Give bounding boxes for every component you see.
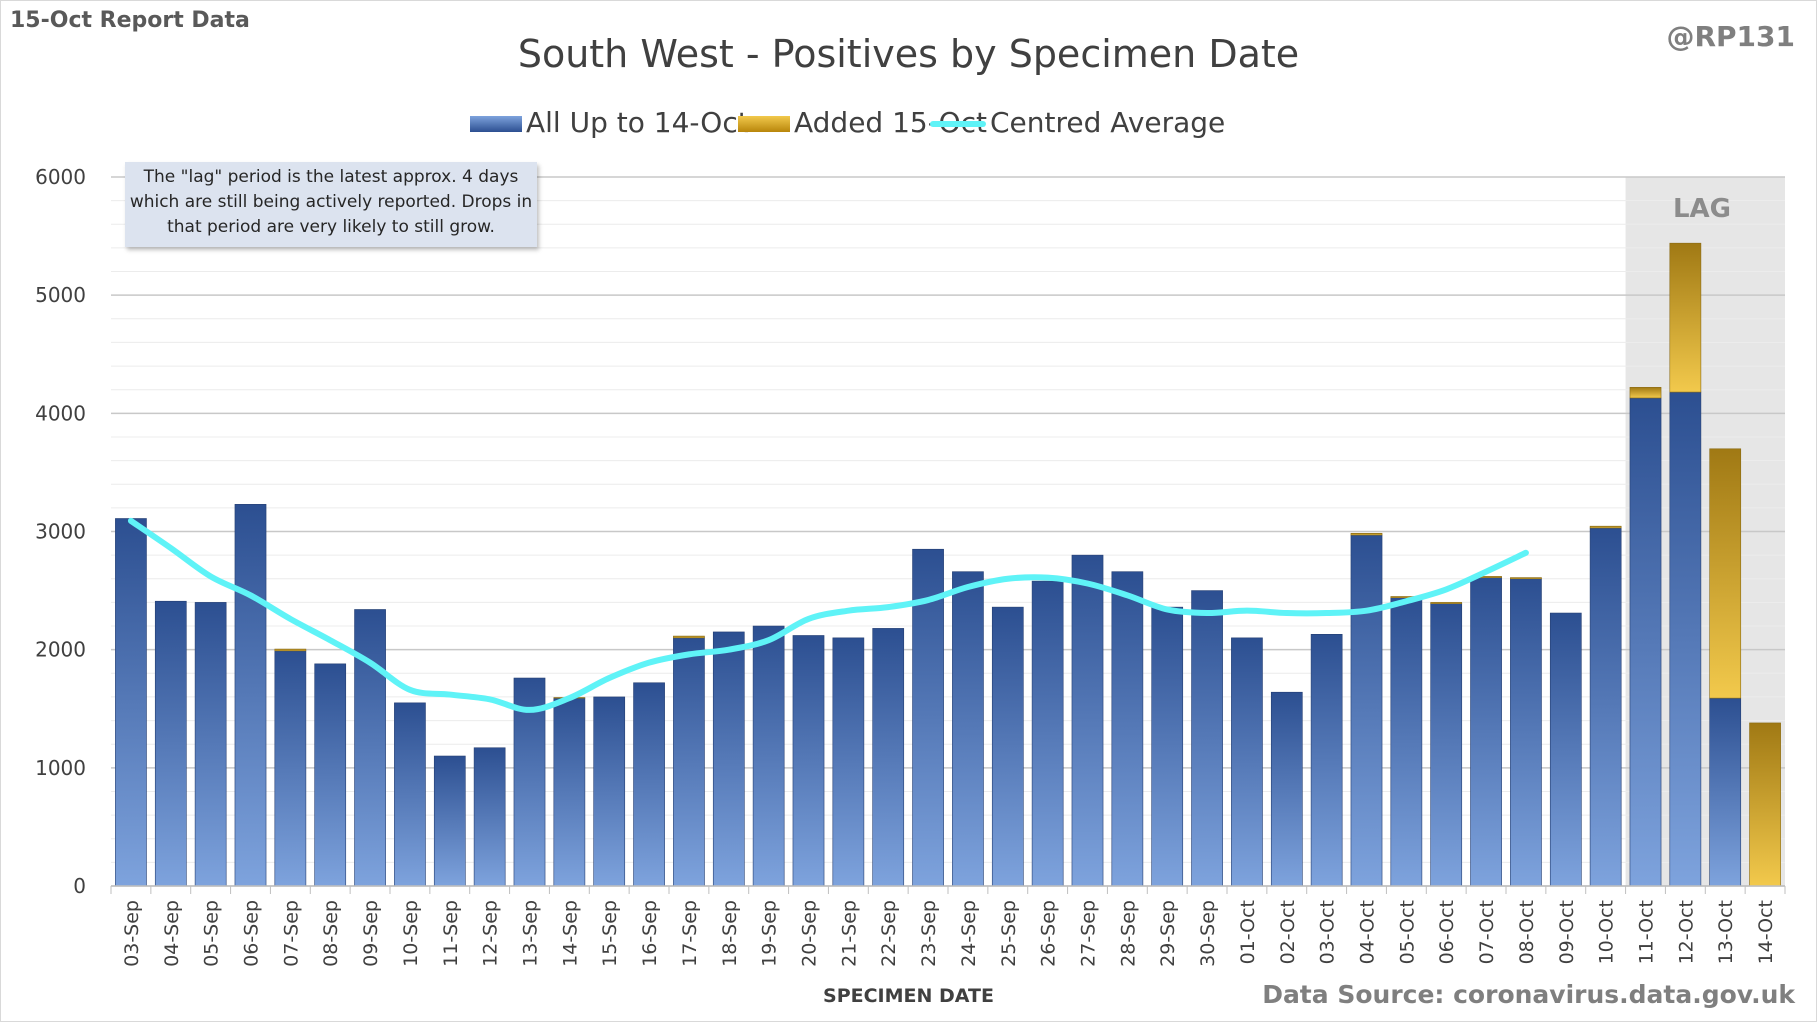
legend-swatch-gold xyxy=(738,116,790,132)
chart-title: South West - Positives by Specimen Date xyxy=(517,32,1300,76)
author-handle: @RP131 xyxy=(1666,20,1795,53)
legend-label: Centred Average xyxy=(990,106,1226,139)
legend-swatch-line xyxy=(930,121,986,127)
x-axis-title: SPECIMEN DATE xyxy=(823,985,994,1007)
legend-swatch-blue xyxy=(470,116,522,132)
lag-note: The "lag" period is the latest approx. 4… xyxy=(125,162,537,247)
data-source: Data Source: coronavirus.data.gov.uk xyxy=(1262,980,1795,1009)
report-label: 15-Oct Report Data xyxy=(10,8,250,33)
legend-item-all-up-to: All Up to 14-Oct xyxy=(470,106,749,139)
legend-label: All Up to 14-Oct xyxy=(526,106,749,139)
legend-item-centred-average: Centred Average xyxy=(930,106,1225,139)
